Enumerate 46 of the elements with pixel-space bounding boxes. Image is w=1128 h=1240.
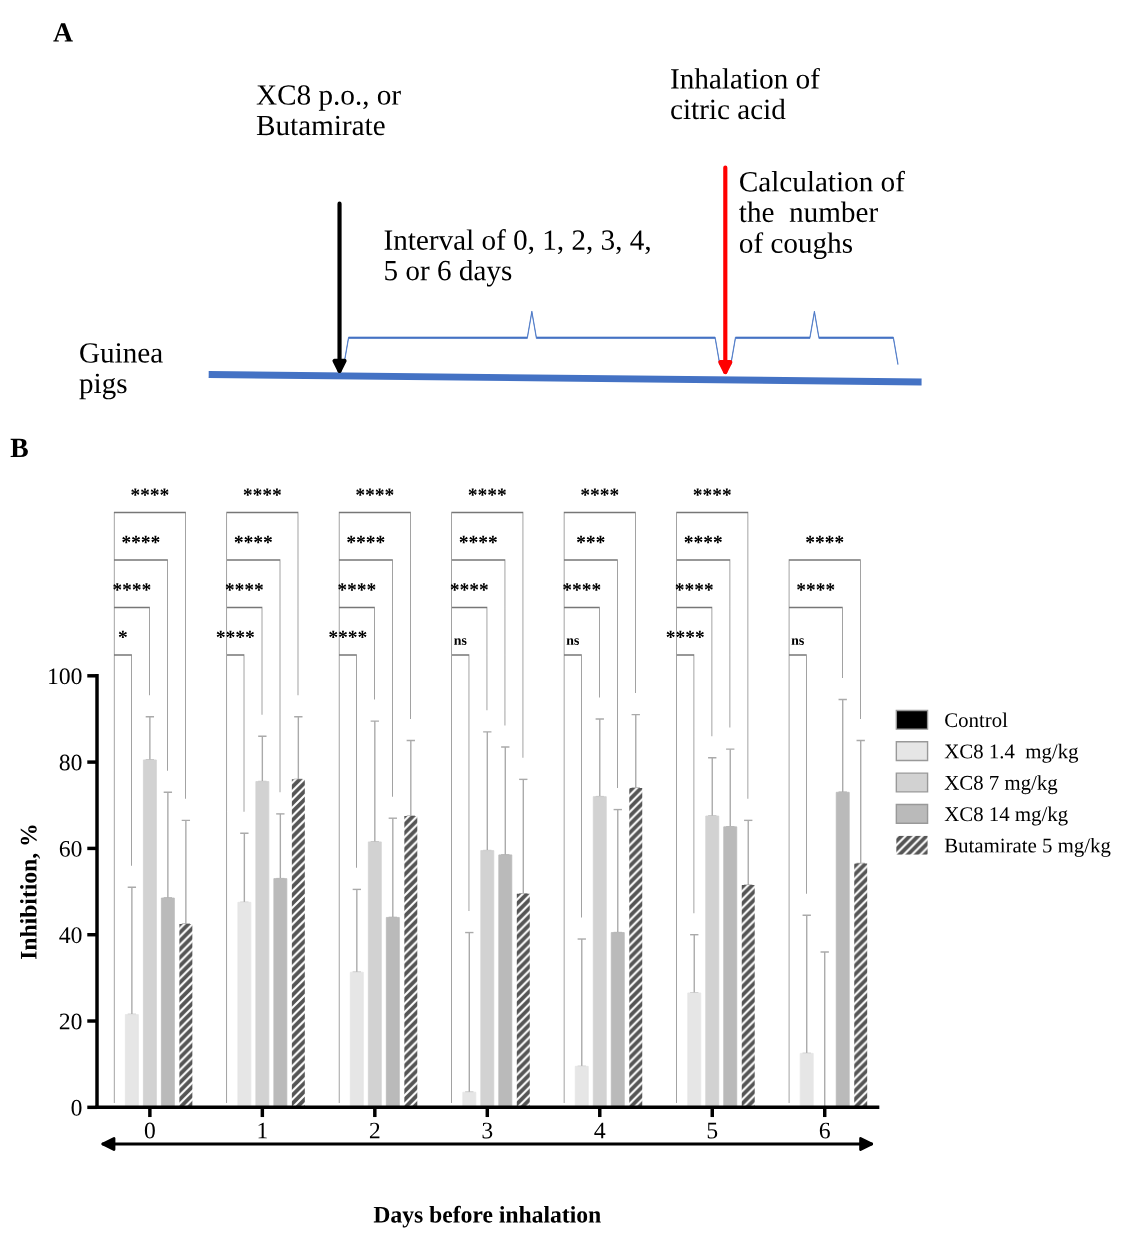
text: **** xyxy=(806,535,844,544)
x-tick-label: 4 xyxy=(594,1122,606,1139)
text: Calculation of the number of coughs xyxy=(739,170,905,259)
y-tick-label: 100 xyxy=(49,668,82,685)
x-tick-label: 6 xyxy=(819,1122,830,1139)
text: **** xyxy=(225,583,263,591)
x-tick-label: 5 xyxy=(707,1122,718,1139)
y-tick-label: 80 xyxy=(59,754,82,771)
legend-label: Control xyxy=(945,712,1008,728)
x-tick-label: 2 xyxy=(369,1122,380,1139)
text: **** xyxy=(797,583,835,591)
y-axis-title: Inhibition, % xyxy=(20,825,41,959)
chart-title: B xyxy=(10,438,28,458)
text: ns xyxy=(791,638,804,645)
y-tick-label: 20 xyxy=(59,1013,82,1030)
text: **** xyxy=(243,488,281,496)
text: A xyxy=(53,23,73,42)
legend-label: XC8 14 mg/kg xyxy=(944,806,1068,826)
text: **** xyxy=(356,488,394,496)
x-tick-label: 0 xyxy=(144,1122,155,1139)
x-tick-label: 1 xyxy=(258,1122,267,1139)
y-tick-label: 0 xyxy=(71,1099,82,1116)
x-tick-label: 3 xyxy=(482,1122,493,1139)
y-tick-label: 40 xyxy=(59,927,82,944)
y-tick-label: 60 xyxy=(59,840,82,857)
text: **** xyxy=(684,535,722,544)
x-axis-title: Days before inhalation xyxy=(373,1205,601,1228)
text: **** xyxy=(216,630,254,639)
text: **** xyxy=(459,535,497,544)
legend-label: Butamirate 5 mg/kg xyxy=(944,837,1111,857)
text: **** xyxy=(234,535,272,544)
text: *** xyxy=(577,535,605,544)
text: XC8 p.o., or Butamirate xyxy=(256,85,401,136)
text: **** xyxy=(122,535,160,544)
text: Interval of 0, 1, 2, 3, 4, 5 or 6 days xyxy=(384,229,650,287)
text: **** xyxy=(347,535,385,544)
legend-label: XC8 1.4 mg/kg xyxy=(944,743,1079,763)
text: ns xyxy=(454,638,467,645)
text: **** xyxy=(693,488,731,496)
text: **** xyxy=(468,488,506,496)
text: Guinea pigs xyxy=(79,343,163,400)
legend-label: XC8 7 mg/kg xyxy=(944,775,1058,795)
text: **** xyxy=(581,488,619,496)
text: **** xyxy=(131,488,169,496)
text: **** xyxy=(450,583,488,591)
text: Inhalation of citric acid xyxy=(671,67,820,120)
